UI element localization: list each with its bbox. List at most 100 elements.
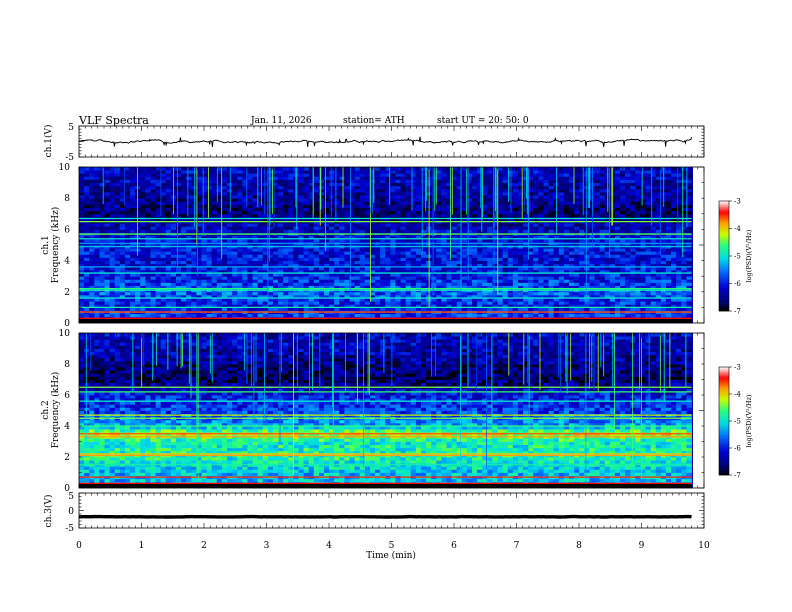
spectrogram-cell: [114, 294, 121, 299]
spectrogram-cell: [211, 191, 218, 196]
spectrogram-cell: [380, 188, 386, 193]
spectrogram-cell: [308, 260, 315, 265]
spectrogram-cell: [237, 248, 243, 252]
spectrogram-cell: [528, 176, 534, 180]
spectrogram-cell: [390, 223, 396, 227]
spectrogram-cell: [364, 235, 371, 240]
spectrogram-cell: [364, 185, 371, 190]
spectrogram-cell: [533, 279, 539, 283]
spectrogram-cell: [99, 198, 105, 202]
spectrogram-cell: [512, 301, 519, 305]
spectrogram-cell: [380, 191, 386, 196]
spectrogram-cell: [206, 260, 213, 265]
spectrogram-cell: [262, 170, 269, 174]
spectrogram-cell: [482, 279, 488, 283]
spectrogram-cell: [267, 167, 274, 171]
spectrogram-cell: [201, 260, 207, 265]
spectrogram-cell: [303, 179, 310, 183]
spectrogram-cell: [272, 229, 279, 233]
spectrogram-cell: [528, 238, 534, 243]
spectrogram-cell: [130, 238, 136, 243]
spectrogram-cell: [324, 182, 330, 187]
spectrogram-cell: [109, 263, 116, 268]
spectrogram-cell: [548, 263, 555, 268]
spectrogram-cell: [410, 213, 417, 218]
spectrogram-cell: [492, 276, 498, 280]
spectrogram-cell: [165, 269, 172, 274]
spectrogram-cell: [487, 276, 493, 280]
spectrogram-cell: [140, 266, 146, 271]
spectrogram-cell: [344, 260, 350, 265]
spectrogram-cell: [523, 201, 529, 205]
spectrogram-cell: [415, 276, 422, 280]
spectrogram-cell: [313, 304, 320, 308]
spectrogram-cell: [324, 179, 330, 183]
spectrogram-cell: [553, 260, 560, 265]
spectrogram-cell: [293, 301, 299, 305]
spectrogram-cell: [150, 269, 156, 274]
spectrogram-cell: [191, 257, 197, 261]
spectrogram-cell: [492, 213, 498, 218]
spectrogram-cell: [548, 167, 555, 171]
spectrogram-cell: [456, 226, 463, 230]
spectrogram-cell: [196, 195, 202, 199]
spectrogram-cell: [283, 276, 289, 280]
spectrogram-cell: [497, 204, 504, 208]
spectrogram-cell: [119, 251, 126, 255]
spectrogram-cell: [553, 294, 560, 299]
spectrogram-cell: [155, 304, 162, 308]
spectrogram-cell: [216, 279, 223, 283]
spectrogram-cell: [528, 251, 534, 255]
spectrogram-cell: [390, 204, 396, 208]
spectrogram-cell: [380, 173, 386, 177]
spectrogram-cell: [221, 182, 228, 187]
spectrogram-cell: [354, 285, 361, 290]
spectrogram-cell: [114, 173, 121, 177]
spectrogram-cell: [247, 235, 253, 240]
spectrogram-cell: [492, 263, 498, 268]
spectrogram-cell: [109, 285, 116, 290]
spectrogram-cell: [79, 269, 85, 274]
spectrogram-cell: [201, 213, 207, 218]
spectrogram-cell: [308, 167, 315, 171]
spectrogram-cell: [104, 195, 111, 199]
spectrogram-cell: [109, 176, 116, 180]
spectrogram-cell: [344, 266, 350, 271]
spectrogram-cell: [318, 285, 325, 290]
spectrogram-cell: [492, 301, 498, 305]
spectrogram-cell: [405, 179, 412, 183]
spectrogram-cell: [119, 223, 126, 227]
spectrogram-cell: [160, 188, 167, 193]
spectrogram-cell: [324, 213, 330, 218]
spectrogram-cell: [329, 294, 335, 299]
spectrogram-cell: [278, 269, 284, 274]
spectrogram-cell: [79, 201, 85, 205]
spectrogram-cell: [369, 238, 376, 243]
spectrogram-cell: [533, 313, 539, 318]
spectrogram-cell: [170, 251, 177, 255]
spectrogram-cell: [165, 176, 172, 180]
spectrogram-cell: [288, 176, 294, 180]
spectrogram-cell: [84, 167, 90, 171]
spectrogram-cell: [104, 313, 111, 318]
spectrogram-cell: [472, 307, 478, 311]
spectrogram-cell: [206, 179, 213, 183]
spectrogram-cell: [380, 176, 386, 180]
spectrogram-cell: [461, 235, 468, 240]
spectrogram-cell: [104, 210, 111, 215]
spectrogram-cell: [497, 201, 504, 205]
spectrogram-cell: [512, 210, 519, 215]
spectrogram-cell: [517, 195, 524, 199]
spectrogram-cell: [431, 201, 437, 205]
spectrogram-cell: [375, 179, 381, 183]
spectrogram-cell: [446, 207, 452, 212]
spectrogram-cell: [201, 176, 207, 180]
spectrogram-cell: [278, 223, 284, 227]
spectrogram-cell: [227, 263, 233, 268]
spectrogram-cell: [359, 198, 366, 202]
spectrogram-cell: [262, 195, 269, 199]
spectrogram-cell: [420, 307, 427, 311]
spectrogram-cell: [221, 248, 228, 252]
spectrogram-cell: [395, 266, 401, 271]
spectrogram-cell: [135, 304, 141, 308]
